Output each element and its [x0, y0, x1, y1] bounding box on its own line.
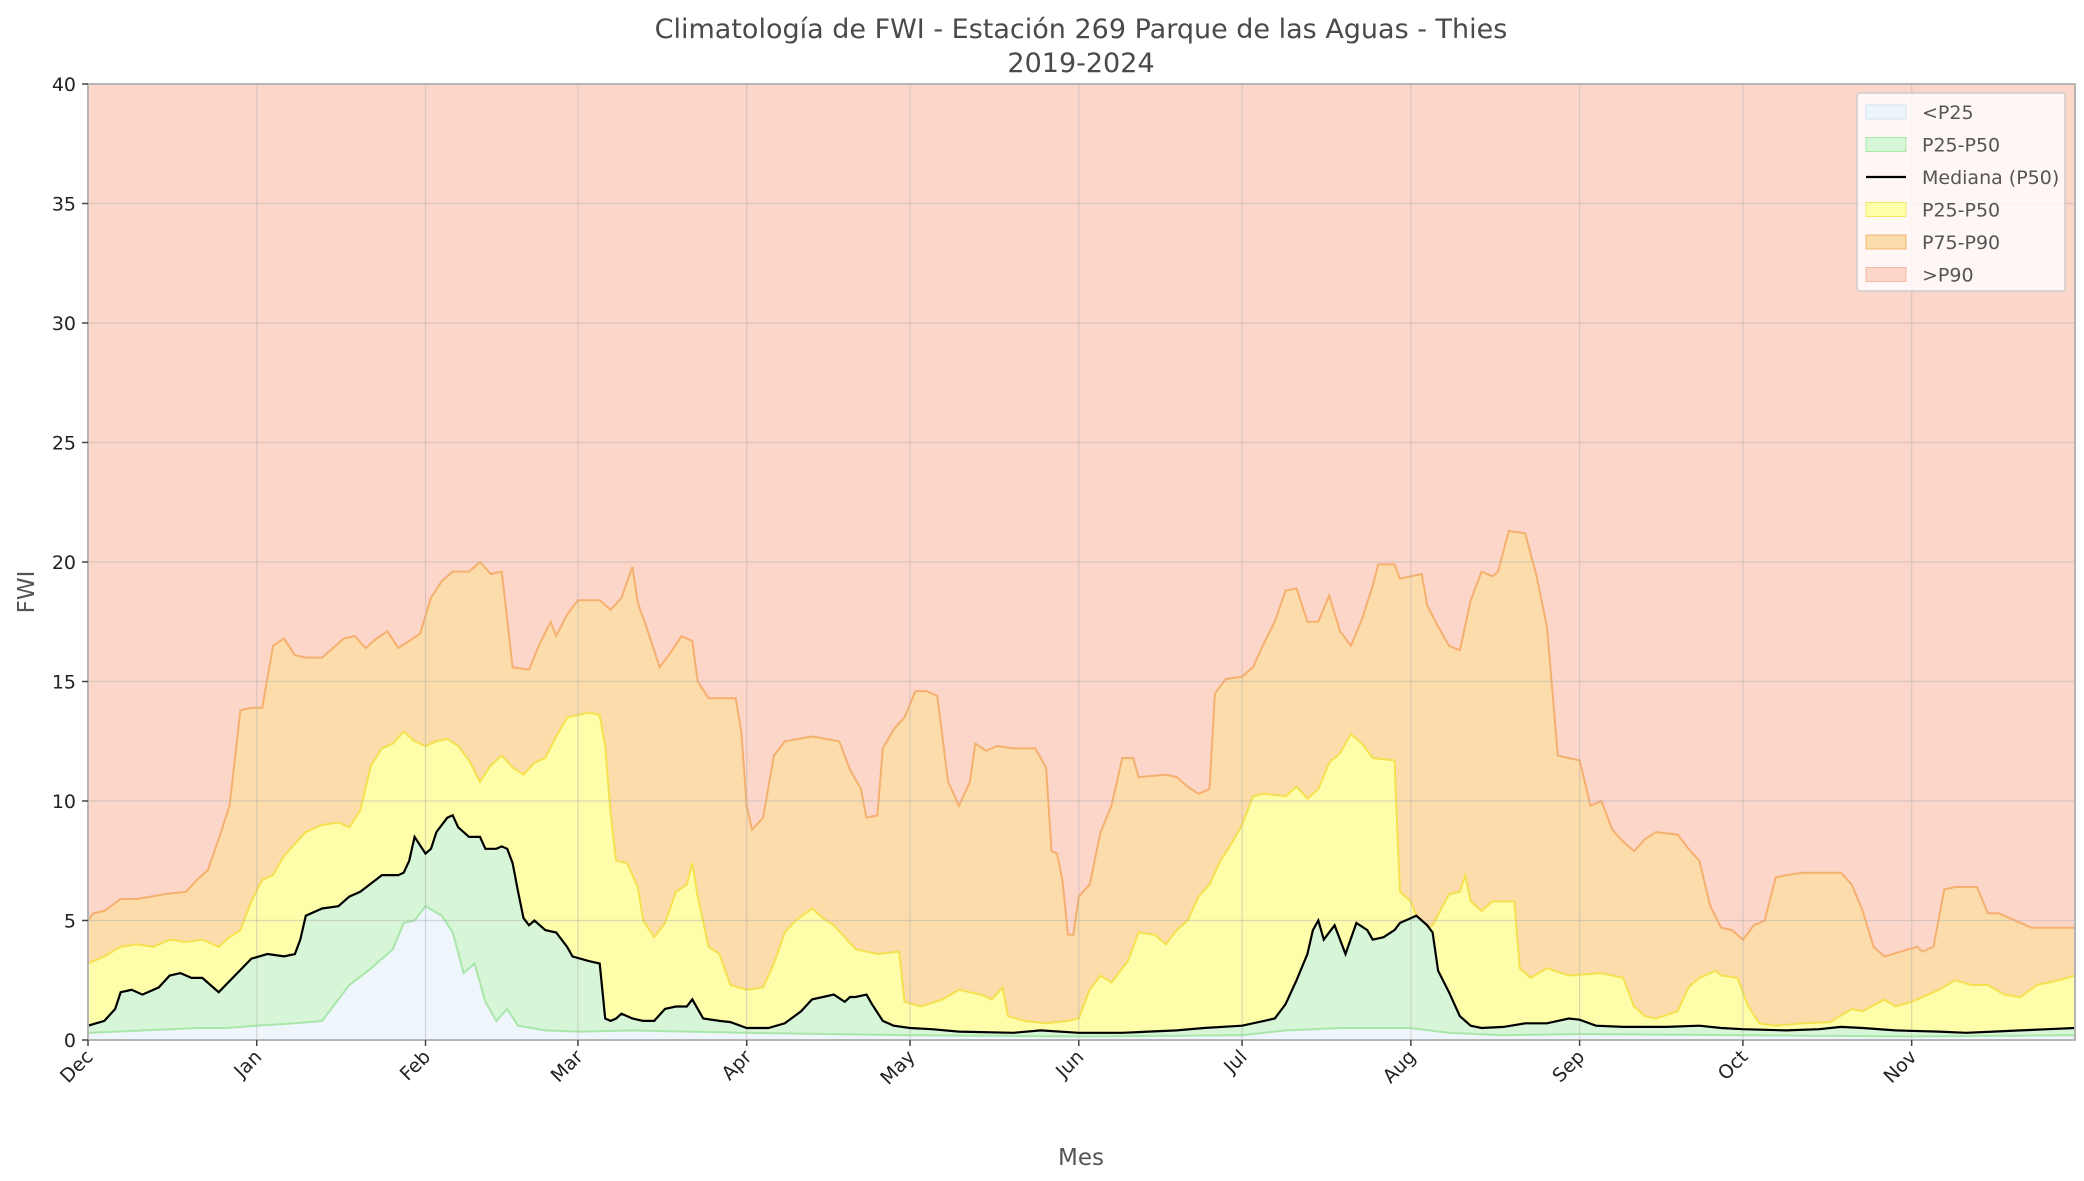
- x-tick-label-jul: Jul: [1219, 1046, 1251, 1078]
- legend-label-5: >P90: [1922, 265, 1974, 287]
- legend-label-1: P25-P50: [1922, 135, 2000, 157]
- x-tick-label-feb: Feb: [396, 1046, 435, 1085]
- legend-swatch-3: [1865, 202, 1907, 217]
- median-line: [88, 813, 2075, 1034]
- band-below-p25: [88, 904, 2075, 1040]
- y-tick-label-15: 15: [52, 672, 76, 694]
- x-tick-label-nov: Nov: [1879, 1046, 1921, 1088]
- legend-swatch-4: [1865, 234, 1907, 250]
- x-tick-label-may: May: [876, 1046, 919, 1089]
- y-tick-label-20: 20: [52, 552, 76, 574]
- x-tick-label-jun: Jun: [1051, 1046, 1088, 1083]
- legend-swatch-1: [1865, 137, 1907, 152]
- x-tick-label-jan: Jan: [229, 1046, 266, 1083]
- band-p50-p75: [88, 711, 2075, 1040]
- legend: <P25 P25-P50 Mediana (P50) P25-P50 P75-P90 >P…: [1856, 92, 2066, 292]
- legend-swatch-5: [1865, 267, 1907, 282]
- legend-label-4: P75-P90: [1922, 232, 2000, 254]
- x-tick-label-dec: Dec: [56, 1046, 98, 1088]
- grid-lines: [88, 84, 2075, 1040]
- y-tick-label-5: 5: [64, 911, 76, 933]
- x-tick-label-mar: Mar: [547, 1046, 588, 1087]
- y-tick-label-25: 25: [52, 433, 76, 455]
- y-tick-label-30: 30: [52, 313, 76, 335]
- x-axis-label: Mes: [1058, 1145, 1104, 1171]
- x-tick-label-apr: Apr: [717, 1046, 756, 1085]
- chart-title: Climatología de FWI - Estación 269 Parqu…: [655, 14, 1508, 45]
- legend-label-0: <P25: [1922, 102, 1974, 124]
- band-p25-p50: [88, 815, 2075, 1040]
- y-tick-label-0: 0: [64, 1030, 76, 1052]
- legend-label-3: P25-P50: [1922, 200, 2000, 222]
- legend-swatch-0: [1865, 104, 1907, 120]
- x-axis: Dec Jan Feb Mar Apr May Jun Jul Aug Sep Oct Nov: [56, 1040, 1921, 1089]
- y-axis: 0 5 10 15 20 25 30 35 40: [52, 74, 88, 1052]
- x-tick-label-sep: Sep: [1548, 1046, 1589, 1087]
- legend-label-2: Mediana (P50): [1922, 167, 2059, 189]
- plot-area: [88, 84, 2075, 1040]
- y-tick-label-10: 10: [52, 791, 76, 813]
- y-tick-label-40: 40: [52, 74, 76, 96]
- y-tick-label-35: 35: [52, 194, 76, 216]
- chart-subtitle: 2019-2024: [1007, 48, 1154, 79]
- legend-box: [1856, 92, 2066, 292]
- y-axis-label: FWI: [14, 571, 40, 614]
- x-tick-label-aug: Aug: [1379, 1046, 1421, 1088]
- x-tick-label-oct: Oct: [1714, 1046, 1753, 1085]
